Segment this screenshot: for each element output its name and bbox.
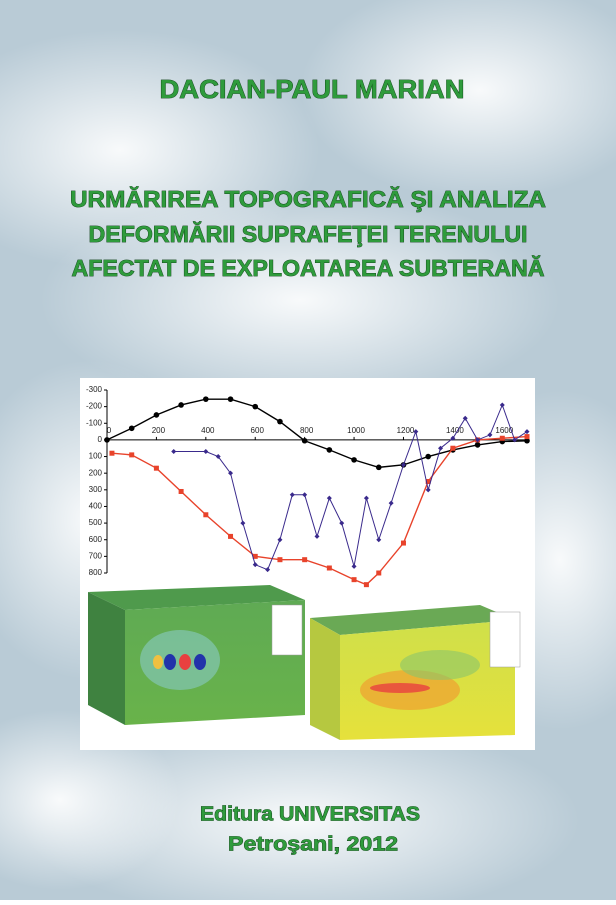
- point: [289, 492, 295, 498]
- point: [153, 412, 160, 418]
- y-tick-label: 600: [89, 535, 103, 544]
- y-tick-label: -300: [86, 385, 103, 394]
- point: [326, 495, 332, 501]
- point: [228, 533, 234, 539]
- point: [376, 537, 382, 543]
- point: [351, 457, 357, 463]
- point: [314, 533, 320, 539]
- point: [203, 512, 209, 518]
- point: [363, 495, 369, 501]
- point: [252, 553, 258, 559]
- y-tick-label: 200: [89, 468, 103, 477]
- place-year: Petroşani, 2012: [228, 833, 398, 855]
- point: [240, 520, 246, 526]
- y-tick-label: -100: [86, 418, 103, 427]
- point: [203, 449, 209, 455]
- point: [524, 429, 530, 435]
- y-tick-label: 100: [89, 452, 103, 461]
- point: [400, 462, 406, 468]
- series-line: [106, 398, 528, 469]
- point: [301, 437, 308, 444]
- x-tick-label: 200: [152, 426, 166, 435]
- x-tick-label: 1000: [347, 426, 365, 435]
- title-line: URMĂRIREA TOPOGRAFICĂ ŞI ANALIZA: [70, 185, 546, 212]
- chart: -300 -200 -100 0 100 200 300 400 500 600 700 800 0 20…: [86, 385, 530, 588]
- point: [203, 396, 209, 402]
- x-tick-label: 1600: [495, 426, 513, 435]
- point: [413, 429, 419, 435]
- point: [475, 437, 481, 443]
- point: [215, 454, 221, 460]
- point: [375, 464, 382, 471]
- point: [462, 415, 468, 421]
- y-tick-label: 0: [98, 435, 103, 444]
- model-left: [88, 585, 305, 725]
- point: [171, 449, 177, 455]
- y-tick-label: 500: [89, 518, 103, 527]
- point: [363, 582, 369, 588]
- y-tick-label: -200: [86, 402, 103, 411]
- point: [109, 450, 115, 456]
- x-tick-label: 1200: [397, 426, 415, 435]
- point: [450, 435, 456, 441]
- point: [425, 487, 431, 493]
- point: [128, 425, 135, 432]
- point: [227, 396, 234, 402]
- point: [129, 452, 135, 458]
- point: [252, 403, 259, 410]
- point: [388, 500, 394, 506]
- point: [400, 540, 406, 546]
- model-right: [310, 605, 521, 740]
- point: [178, 402, 184, 408]
- point: [302, 557, 308, 563]
- x-tick-label: 400: [201, 426, 215, 435]
- y-tick-label: 300: [89, 485, 103, 494]
- point: [450, 445, 456, 451]
- y-tick-label: 400: [89, 502, 103, 511]
- y-tick-label: 800: [89, 568, 103, 577]
- publisher: Editura UNIVERSITAS: [200, 803, 420, 825]
- series-line: [173, 403, 528, 571]
- point: [351, 577, 357, 583]
- point: [277, 537, 283, 543]
- title-line: AFECTAT DE EXPLOATAREA SUBTERANĂ: [72, 254, 545, 281]
- point: [104, 437, 110, 443]
- point: [277, 418, 283, 425]
- point: [265, 567, 271, 573]
- point: [326, 565, 332, 571]
- point: [487, 432, 493, 438]
- point: [376, 570, 382, 576]
- point: [228, 470, 234, 476]
- x-tick-label: 800: [300, 426, 314, 435]
- point: [425, 479, 431, 484]
- point: [512, 437, 518, 443]
- point: [153, 465, 159, 471]
- point: [326, 447, 333, 453]
- point: [339, 520, 345, 526]
- x-tick-label: 0: [107, 426, 112, 435]
- point: [178, 488, 184, 494]
- point: [351, 563, 357, 569]
- x-tick-label: 1400: [446, 426, 464, 435]
- point: [524, 434, 530, 440]
- point: [425, 453, 431, 460]
- point: [474, 442, 481, 448]
- point: [499, 402, 505, 408]
- x-tick-label: 600: [251, 426, 265, 435]
- point: [524, 437, 530, 444]
- point: [277, 557, 283, 563]
- title-line: DEFORMĂRII SUPRAFEŢEI TERENULUI: [89, 220, 528, 247]
- author: DACIAN-PAUL MARIAN: [160, 74, 465, 104]
- point: [499, 435, 505, 441]
- point: [252, 562, 258, 568]
- y-tick-label: 700: [89, 551, 103, 560]
- point: [302, 492, 308, 498]
- point: [438, 445, 444, 451]
